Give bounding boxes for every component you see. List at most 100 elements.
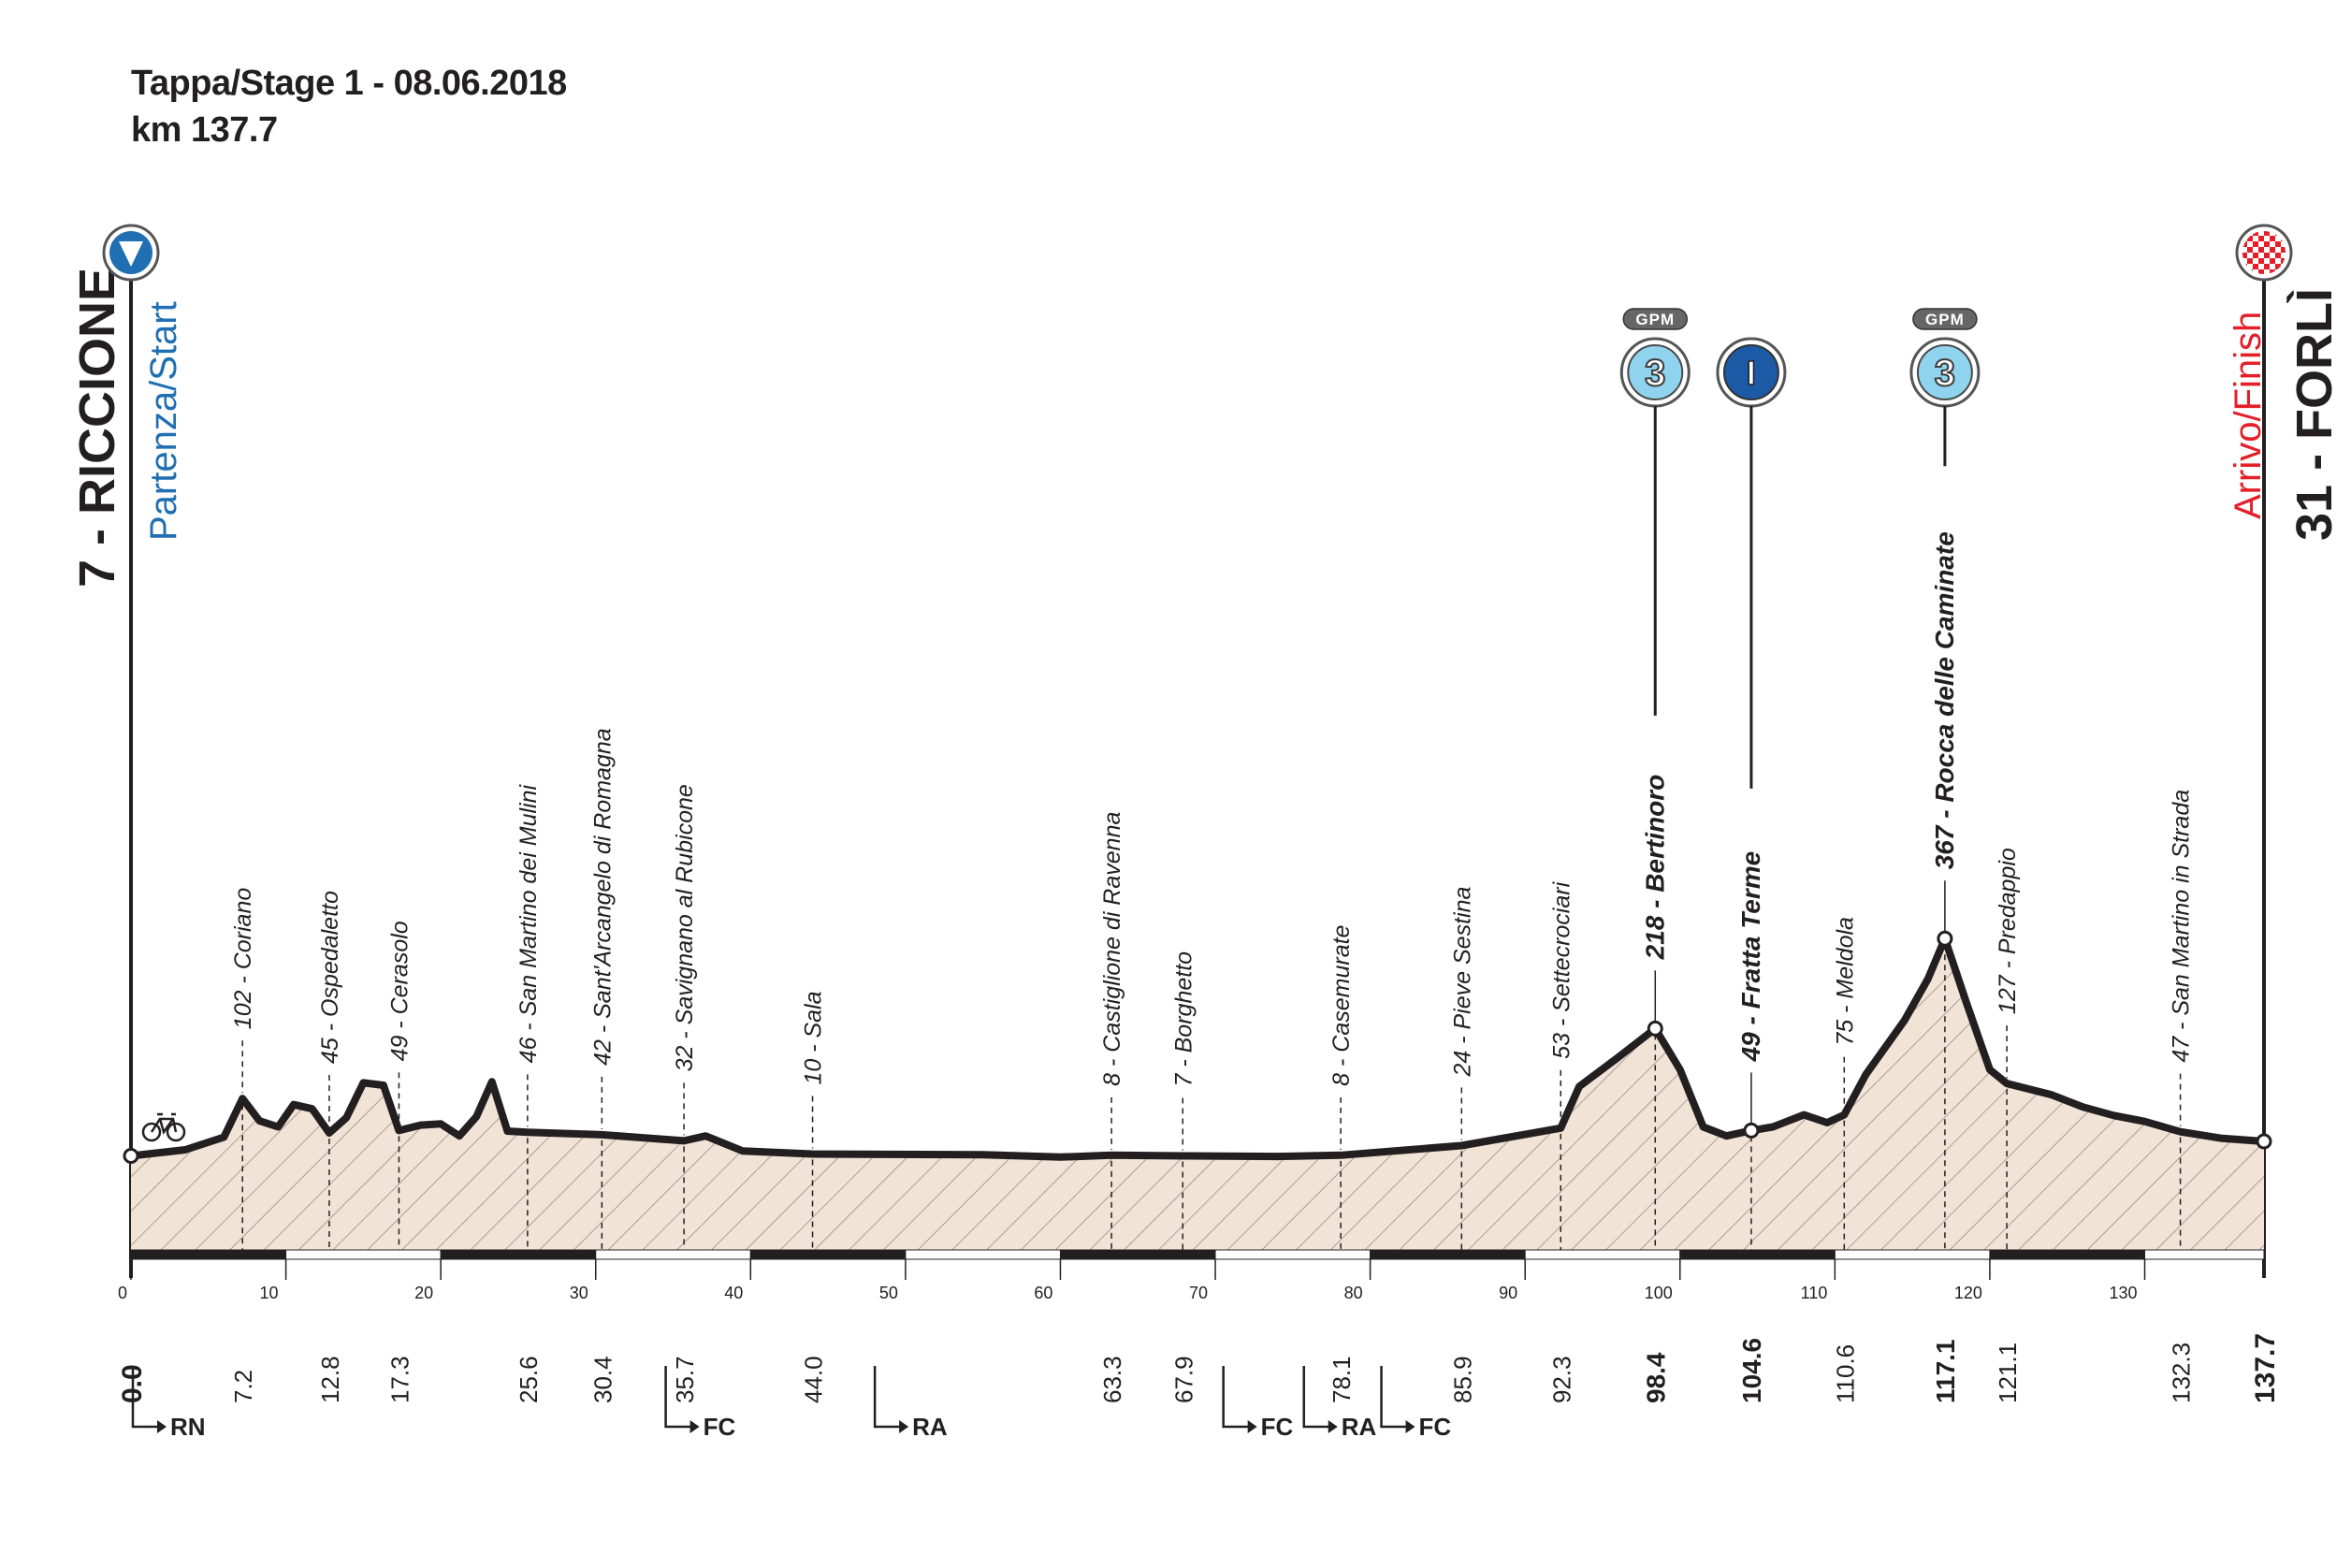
province-code: FC xyxy=(1419,1413,1452,1441)
finish-dot xyxy=(2256,1133,2272,1150)
km-tick-label: 50 xyxy=(879,1284,898,1302)
finish-icon-square xyxy=(2275,253,2281,258)
waypoint-km-label: 63.3 xyxy=(1098,1356,1126,1403)
province-arrow-head xyxy=(157,1420,167,1433)
province-code: FC xyxy=(704,1413,736,1441)
finish-icon-square xyxy=(2270,264,2275,269)
province-marker-ra: RA xyxy=(1302,1366,1377,1441)
turn-right-arrow-icon xyxy=(1380,1366,1412,1429)
waypoint-label: 32 - Savignano al Rubicone xyxy=(672,784,698,1071)
province-code: RN xyxy=(170,1413,206,1441)
waypoint-dot xyxy=(1743,1122,1760,1139)
km-strip-segment xyxy=(1370,1249,1526,1260)
gpm-category-number: 3 xyxy=(1935,353,1955,394)
waypoint-8-castiglione-di-ravenna: 8 - Castiglione di Ravenna 63.3 xyxy=(1098,812,1126,1403)
province-marker-fc: FC xyxy=(1380,1366,1452,1441)
province-marker-fc: FC xyxy=(1222,1366,1294,1441)
waypoint-label: 42 - Sant'Arcangelo di Romagna xyxy=(589,728,616,1066)
waypoint-label: 127 - Predappio xyxy=(1995,848,2021,1014)
province-marker-fc: FC xyxy=(664,1366,736,1441)
gpm-category-3-icon: GPM 3 xyxy=(1619,308,1691,716)
province-marker-ra: RA xyxy=(873,1366,948,1441)
gpm-badge-pill xyxy=(1912,308,1978,330)
start-town-name: 7 - RICCIONE xyxy=(69,268,125,588)
finish-icon-square xyxy=(2258,247,2264,253)
finish-icon-square xyxy=(2270,241,2275,247)
stage-title: Tappa/Stage 1 - 08.06.2018 xyxy=(131,64,567,103)
finish-icon-square xyxy=(2253,253,2258,258)
finish-icon-square xyxy=(2264,264,2270,269)
finish-icon-square xyxy=(2242,247,2247,253)
gpm-category-3-icon: GPM 3 xyxy=(1909,308,1981,467)
km-tick-label: 100 xyxy=(1645,1284,1673,1302)
waypoint-label: 10 - Sala xyxy=(801,991,827,1084)
gpm-badge-pill xyxy=(1622,308,1689,330)
km-strip-segment xyxy=(1989,1249,2146,1260)
waypoint-label: 45 - Ospedaletto xyxy=(317,891,343,1064)
finish-icon-square xyxy=(2253,247,2258,253)
km-strip-segment xyxy=(1214,1249,1371,1260)
finish-icon-square xyxy=(2281,247,2286,253)
waypoint-km-label: 25.6 xyxy=(515,1356,543,1403)
waypoint-45-ospedaletto: 45 - Ospedaletto 12.8 xyxy=(316,891,344,1403)
finish-icon-square xyxy=(2247,247,2253,253)
start-dot xyxy=(123,1147,139,1164)
gpm-icon-disc xyxy=(1916,344,1973,400)
waypoint-km-label: 7.2 xyxy=(229,1370,257,1403)
bicycle-frame xyxy=(150,1112,178,1135)
finish-icon-square xyxy=(2253,269,2258,274)
km-tick-label: 40 xyxy=(724,1284,743,1302)
km-strip-segment xyxy=(1059,1249,1216,1260)
finish-icon-square xyxy=(2258,231,2264,236)
waypoint-75-meldola: 75 - Meldola 110.6 xyxy=(1831,917,1859,1403)
waypoint-label: 7 - Borghetto xyxy=(1170,951,1197,1087)
waypoint-km-label: 30.4 xyxy=(588,1356,617,1403)
province-arrow-head xyxy=(899,1420,909,1433)
waypoint-47-san-martino-in-strada: 47 - San Martino in Strada 132.3 xyxy=(2168,790,2196,1403)
finish-icon-square xyxy=(2264,269,2270,274)
finish-icon-square xyxy=(2281,258,2286,264)
km-tick-label: 10 xyxy=(260,1284,279,1302)
finish-icon-square xyxy=(2258,269,2264,274)
km-strip-segment xyxy=(905,1249,1061,1260)
province-arrow-head xyxy=(689,1420,700,1433)
waypoint-km-label: 12.8 xyxy=(316,1356,344,1403)
finish-icon-square xyxy=(2242,253,2247,258)
finish-icon-square xyxy=(2264,253,2270,258)
finish-icon-square xyxy=(2270,258,2275,264)
waypoint-367-rocca-delle-caminate: 367 - Rocca delle Caminate 117.1 xyxy=(1930,531,1960,1403)
km-tick-label: 120 xyxy=(1954,1284,1982,1302)
finish-town-name: 31 - FORLÌ xyxy=(2286,288,2343,541)
waypoint-102-coriano: 102 - Coriano 7.2 xyxy=(229,888,257,1403)
waypoint-km-label: 78.1 xyxy=(1328,1356,1356,1403)
waypoint-km-label: 117.1 xyxy=(1931,1339,1960,1403)
finish-icon-square xyxy=(2253,258,2258,264)
finish-icon-square xyxy=(2275,247,2281,253)
km-tick-label: 130 xyxy=(2109,1284,2137,1302)
waypoint-127-predappio: 127 - Predappio 121.1 xyxy=(1994,848,2022,1403)
km-strip-segment xyxy=(440,1249,597,1260)
finish-km-label: 137.7 xyxy=(2250,1333,2281,1403)
turn-right-arrow-icon xyxy=(1302,1366,1334,1429)
waypoint-label: 8 - Casemurate xyxy=(1328,925,1355,1086)
checkered-flag-icon xyxy=(2235,224,2293,282)
km-tick-label: 80 xyxy=(1344,1284,1363,1302)
elevation-profile-area xyxy=(131,938,2264,1250)
province-arrow-head xyxy=(1328,1420,1338,1433)
km-tick-label: 0 xyxy=(118,1284,127,1302)
waypoint-7-borghetto: 7 - Borghetto 67.9 xyxy=(1169,951,1197,1403)
finish-icon-square xyxy=(2247,253,2253,258)
bicycle-wheel-front xyxy=(166,1122,186,1142)
km-tick-label: 110 xyxy=(1801,1284,1828,1302)
waypoint-label: 102 - Coriano xyxy=(230,888,256,1030)
km-strip-segment xyxy=(595,1249,751,1260)
province-marker-rn: RN xyxy=(131,1366,206,1441)
finish-icon-square xyxy=(2270,236,2275,241)
km-tick-label: 70 xyxy=(1189,1284,1208,1302)
gpm-badge-text: GPM xyxy=(1925,311,1965,328)
waypoint-km-label: 67.9 xyxy=(1169,1356,1197,1403)
finish-icon-square xyxy=(2264,236,2270,241)
waypoint-label: 218 - Bertinoro xyxy=(1640,775,1669,961)
waypoint-label: 367 - Rocca delle Caminate xyxy=(1930,531,1959,869)
